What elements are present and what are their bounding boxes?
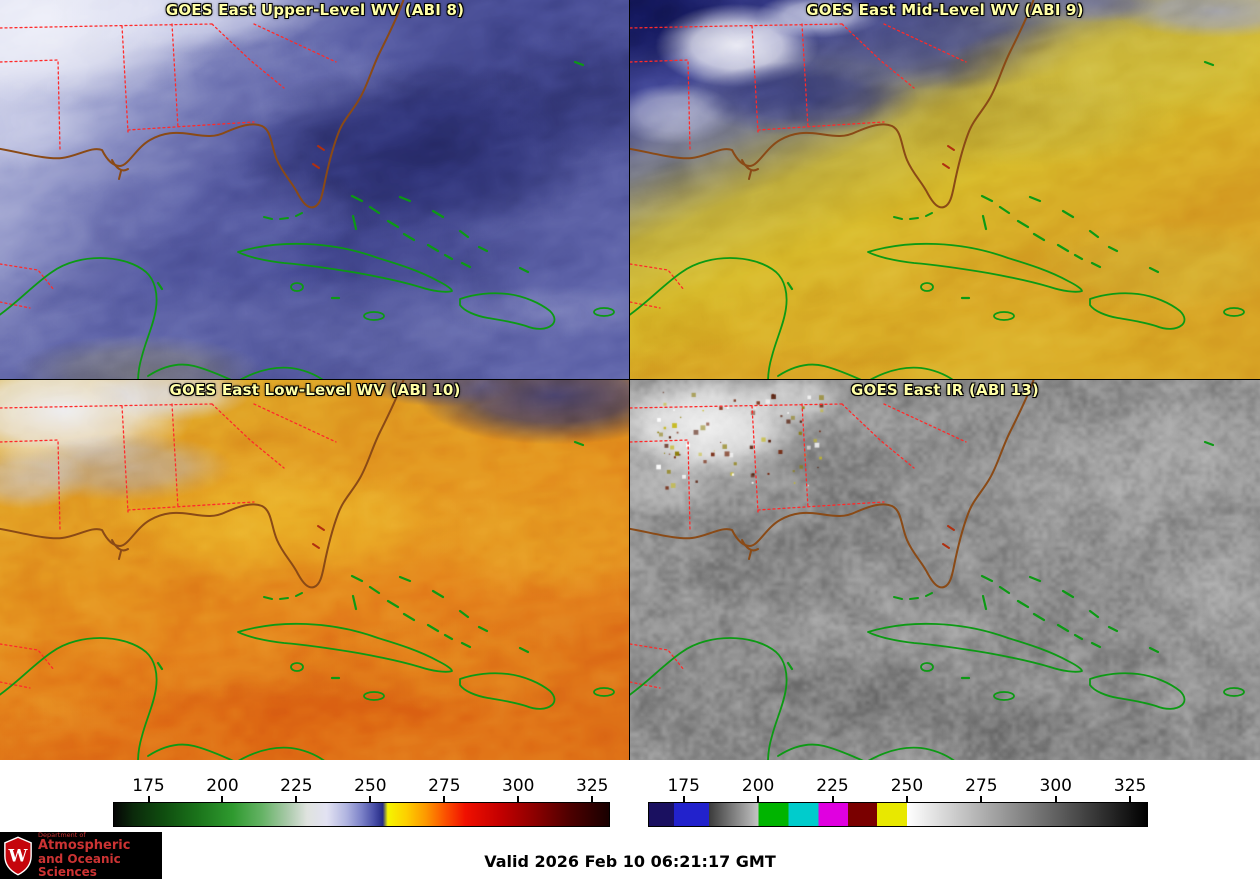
colorbar-tick-mark [905, 796, 908, 802]
satellite-image-ir [630, 380, 1260, 760]
colorbar-tick-mark [147, 796, 150, 802]
colorbar-tick-mark [1129, 796, 1132, 802]
colorbar-tick-mark [295, 796, 298, 802]
colorbar-tick-label: 225 [280, 776, 313, 796]
logo-line-oceanic: and Oceanic Sciences [38, 852, 121, 880]
colorbar-tick-mark [221, 796, 224, 802]
colorbar-tick-label: 225 [816, 776, 849, 796]
panel-ir: GOES East IR (ABI 13) [629, 379, 1260, 761]
colorbar-tick-mark [980, 796, 983, 802]
colorbar-tick-label: 275 [428, 776, 461, 796]
colorbar-tick-label: 250 [354, 776, 387, 796]
colorbar-tick-mark [831, 796, 834, 802]
colorbar-tick-label: 200 [206, 776, 239, 796]
panel-title-ir: GOES East IR (ABI 13) [850, 381, 1039, 399]
uw-aos-logo: W Department of Atmospheric and Oceanic … [0, 831, 162, 880]
colorbar-tick-label: 175 [132, 776, 165, 796]
colorbar-tick-label: 325 [1113, 776, 1147, 796]
colorbar-tick-label: 300 [502, 776, 535, 796]
footer: W Department of Atmospheric and Oceanic … [0, 830, 1260, 882]
colorbar-tick-label: 200 [741, 776, 775, 796]
colorbar-tick-label: 250 [890, 776, 924, 796]
colorbar-tick-label: 175 [667, 776, 700, 796]
logo-line-atmospheric: Atmospheric [38, 838, 131, 854]
colorbar-tick-mark [517, 796, 520, 802]
colorbar-ir-gradient [648, 802, 1148, 827]
panel-title-low-wv: GOES East Low-Level WV (ABI 10) [169, 381, 461, 399]
panel-title-upper-wv: GOES East Upper-Level WV (ABI 8) [165, 1, 465, 19]
svg-text:W: W [8, 845, 29, 865]
colorbar-wv-ticks: 175 200 225 250 275 300 325 [113, 776, 610, 802]
colorbar-tick-mark [591, 796, 594, 802]
uw-crest-icon: W [4, 835, 32, 876]
logo-line-department: Department of [38, 831, 86, 840]
colorbar-ir: 175 200 225 250 275 300 325 [648, 776, 1148, 827]
satellite-image-upper-wv [0, 0, 630, 380]
valid-time-text: Valid 2026 Feb 10 06:21:17 GMT [484, 852, 776, 871]
colorbar-tick-label: 325 [576, 776, 609, 796]
colorbar-ir-ticks: 175 200 225 250 275 300 325 [648, 776, 1148, 802]
colorbar-tick-label: 300 [1039, 776, 1072, 796]
colorbar-tick-label: 275 [965, 776, 998, 796]
colorbar-tick-mark [757, 796, 760, 802]
uw-aos-logo-text: Department of Atmospheric and Oceanic Sc… [38, 831, 162, 880]
colorbar-strip: 175 200 225 250 275 300 325 175 200 225 250 275 300… [0, 760, 1260, 830]
panel-mid-level-wv: GOES East Mid-Level WV (ABI 9) [629, 0, 1260, 381]
colorbar-wv: 175 200 225 250 275 300 325 [113, 776, 610, 827]
colorbar-tick-mark [443, 796, 446, 802]
satellite-image-low-wv [0, 380, 630, 760]
colorbar-tick-mark [369, 796, 372, 802]
panel-title-mid-wv: GOES East Mid-Level WV (ABI 9) [806, 1, 1084, 19]
satellite-image-mid-wv [630, 0, 1260, 380]
colorbar-wv-gradient [113, 802, 610, 827]
colorbar-tick-mark [682, 796, 685, 802]
panel-upper-level-wv: GOES East Upper-Level WV (ABI 8) [0, 0, 631, 381]
panel-low-level-wv: GOES East Low-Level WV (ABI 10) [0, 379, 631, 761]
colorbar-tick-mark [1054, 796, 1057, 802]
